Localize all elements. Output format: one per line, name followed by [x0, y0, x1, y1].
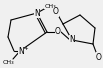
Text: N: N [18, 47, 24, 55]
Text: N: N [34, 8, 40, 17]
Text: O: O [96, 52, 102, 61]
Text: CH₃: CH₃ [2, 61, 14, 65]
Text: O: O [55, 27, 61, 37]
Text: O: O [53, 7, 59, 17]
Text: +: + [24, 47, 28, 51]
Text: N: N [69, 35, 75, 44]
Text: CH₃: CH₃ [44, 3, 56, 8]
